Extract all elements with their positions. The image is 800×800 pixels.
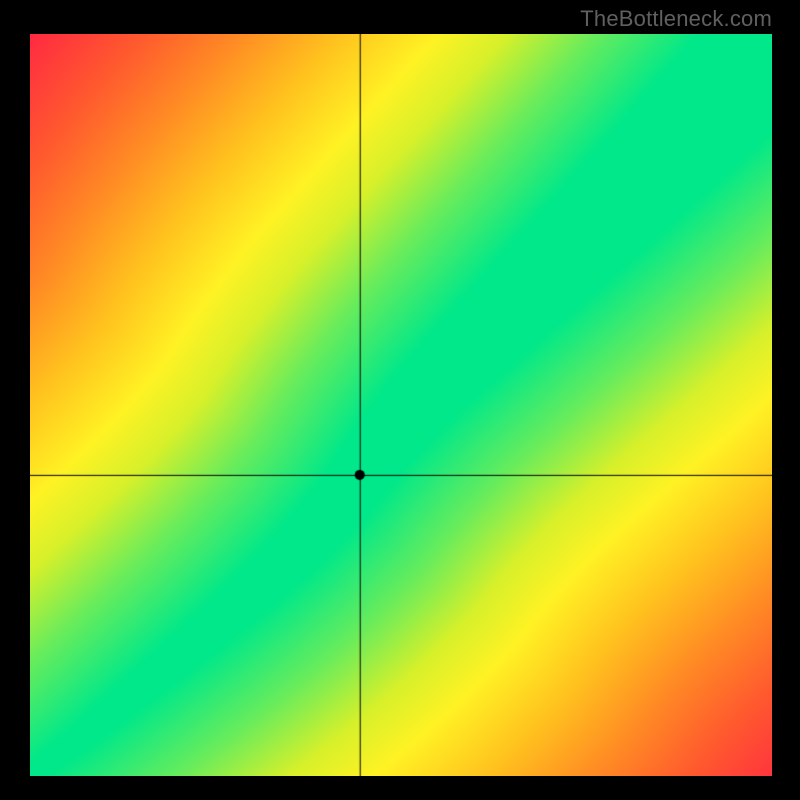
watermark-text: TheBottleneck.com <box>580 6 772 32</box>
chart-container: TheBottleneck.com <box>0 0 800 800</box>
bottleneck-heatmap <box>30 34 772 776</box>
